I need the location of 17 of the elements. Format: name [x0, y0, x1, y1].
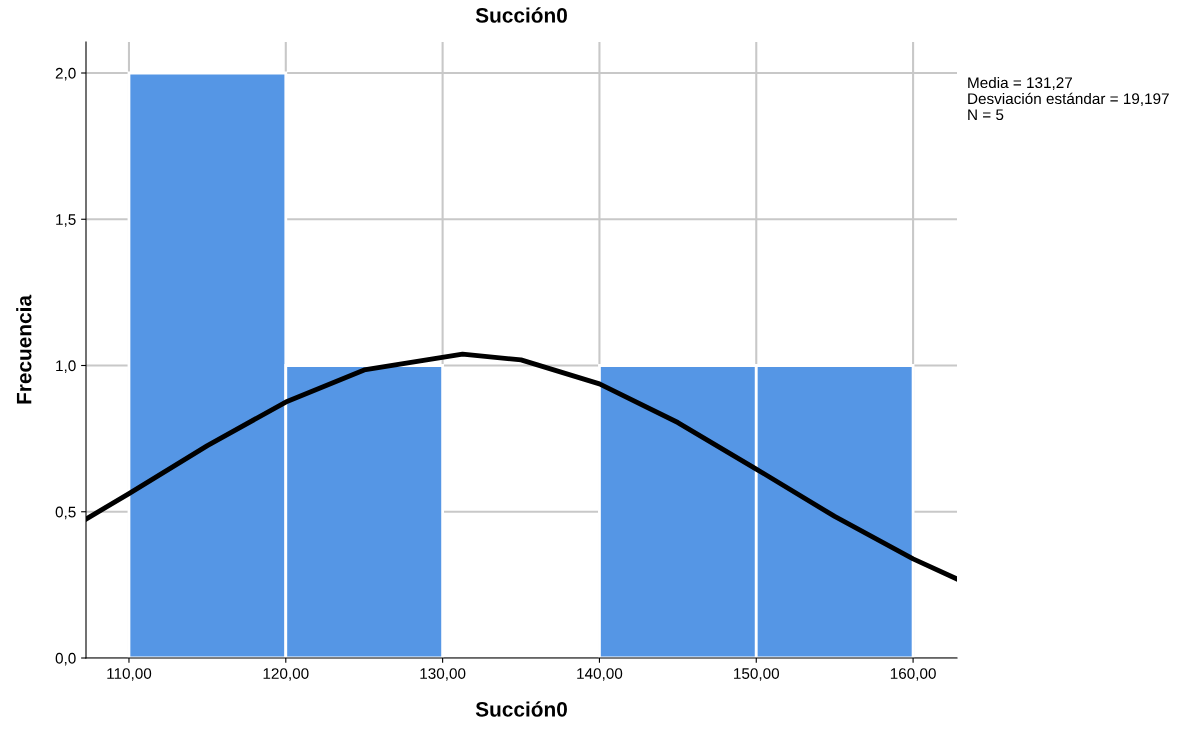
- y-tick-label: 0,5: [55, 506, 76, 520]
- text: Desviación estándar = 19,197: [968, 92, 1169, 106]
- chart-title: Succión0: [475, 7, 567, 23]
- x-tick-label: 140,00: [577, 668, 623, 681]
- x-tick-label: 160,00: [890, 668, 936, 681]
- y-tick-label: 2,0: [55, 67, 76, 81]
- x-tick-label: 150,00: [734, 668, 780, 681]
- x-axis-title: Succión0: [475, 701, 567, 717]
- x-tick-label: 110,00: [107, 668, 152, 681]
- y-axis-title: Frecuencia: [16, 294, 32, 404]
- x-tick-label: 120,00: [263, 668, 309, 681]
- text: N = 5: [968, 109, 1004, 121]
- y-tick-label: 0,0: [55, 652, 76, 666]
- text: Media = 131,27: [968, 76, 1072, 90]
- x-tick-label: 130,00: [420, 668, 466, 681]
- y-tick-label: 1,0: [56, 360, 76, 373]
- y-tick-label: 1,5: [56, 214, 76, 227]
